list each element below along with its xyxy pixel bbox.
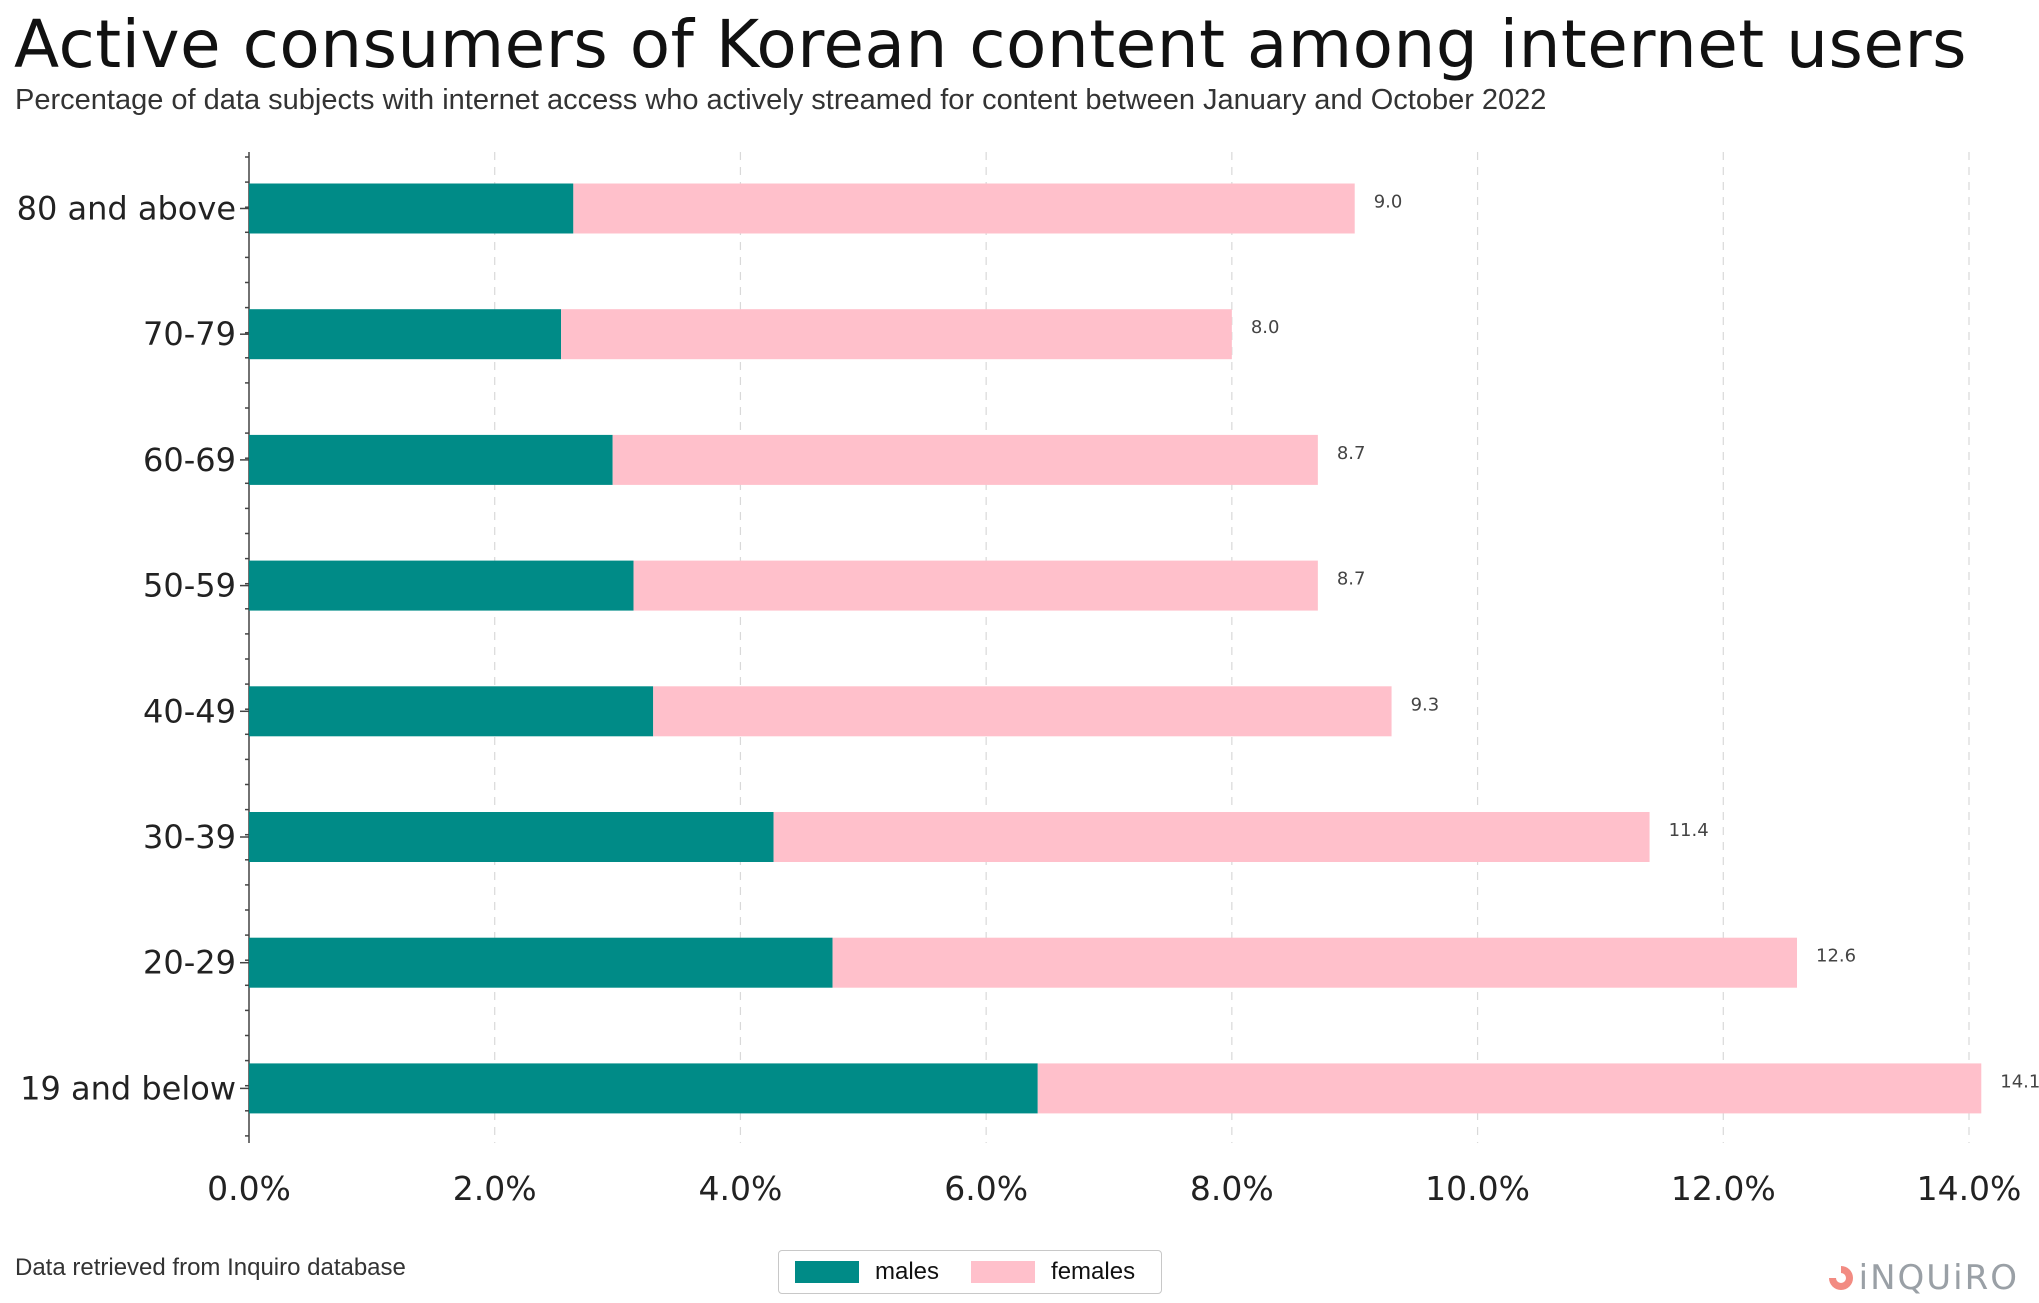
- bar-females: [573, 183, 1355, 234]
- y-tick-label: 19 and below: [20, 1069, 236, 1107]
- labels: 0.0% 2.0% 4.0% 6.0% 8.0% 10.0% 12.0% 14.0% 80 an…: [17, 190, 2039, 1209]
- bar-total-label: 8.7: [1337, 569, 1366, 590]
- source-note: Data retrieved from Inquiro database: [15, 1254, 406, 1281]
- bar-males: [249, 812, 774, 862]
- bar-males: [249, 560, 634, 611]
- bar-males: [249, 937, 833, 988]
- x-tick-label: 4.0%: [699, 1169, 783, 1208]
- x-tick-label: 0.0%: [207, 1169, 291, 1208]
- bars: [249, 183, 1982, 1114]
- bar-total-label: 8.7: [1337, 443, 1366, 464]
- bar-males: [249, 183, 574, 234]
- bar-males: [249, 434, 613, 485]
- legend: males females: [778, 1250, 1162, 1294]
- y-axis: [240, 152, 250, 1143]
- chart-subtitle: Percentage of data subjects with interne…: [15, 84, 1547, 116]
- x-tick-label: 2.0%: [453, 1169, 537, 1208]
- bar-total-label: 14.1: [2000, 1071, 2039, 1092]
- brand-logo: iNQUiRO: [1828, 1258, 2019, 1298]
- bar-females: [633, 560, 1318, 611]
- chart-title: Active consumers of Korean content among…: [14, 6, 1968, 83]
- y-tick-label: 80 and above: [17, 190, 236, 228]
- legend-swatch-males: [795, 1261, 859, 1283]
- y-tick-label: 20-29: [143, 944, 236, 982]
- y-tick-label: 40-49: [143, 692, 236, 730]
- y-tick-label: 70-79: [143, 315, 236, 353]
- y-tick-label: 50-59: [143, 567, 236, 605]
- y-tick-label: 30-39: [143, 818, 236, 856]
- logo-mark-icon: [1828, 1266, 1853, 1290]
- x-tick-label: 12.0%: [1671, 1169, 1776, 1208]
- legend-label-females: females: [1051, 1258, 1136, 1285]
- bar-males: [249, 309, 562, 360]
- legend-item-females: females: [971, 1258, 1135, 1286]
- bar-total-label: 11.4: [1669, 820, 1709, 841]
- bar-total-label: 8.0: [1251, 317, 1280, 338]
- bar-females: [1037, 1063, 1982, 1114]
- stacked-bar-chart: 0.0% 2.0% 4.0% 6.0% 8.0% 10.0% 12.0% 14.0% 80 an…: [17, 152, 2039, 1209]
- bar-total-label: 9.0: [1374, 192, 1403, 213]
- x-tick-label: 10.0%: [1425, 1169, 1530, 1208]
- x-tick-label: 8.0%: [1190, 1169, 1274, 1208]
- y-tick-label: 60-69: [143, 441, 236, 479]
- x-tick-label: 6.0%: [944, 1169, 1028, 1208]
- legend-item-males: males: [795, 1258, 939, 1286]
- legend-swatch-females: [971, 1261, 1036, 1283]
- bar-females: [612, 434, 1318, 485]
- bar-males: [249, 686, 654, 737]
- bar-females: [561, 309, 1232, 360]
- grid-lines: [494, 152, 1970, 1143]
- bar-females: [653, 686, 1392, 737]
- bar-males: [249, 1063, 1038, 1114]
- logo-text: iNQUiRO: [1858, 1258, 2019, 1298]
- bar-total-label: 12.6: [1816, 946, 1856, 967]
- bar-total-label: 9.3: [1411, 694, 1440, 715]
- bar-females: [832, 937, 1797, 988]
- bar-females: [773, 812, 1650, 862]
- legend-label-males: males: [875, 1258, 940, 1285]
- x-tick-label: 14.0%: [1917, 1169, 2022, 1208]
